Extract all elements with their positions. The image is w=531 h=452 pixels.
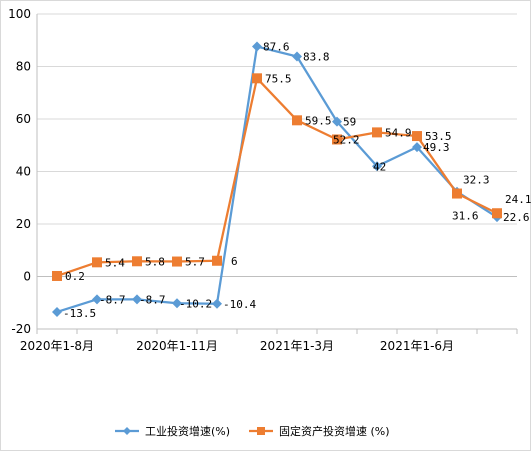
x-tick-label: 2020年1-11月: [136, 339, 218, 353]
data-label: 53.5: [425, 130, 452, 143]
y-tick-label: 20: [16, 217, 31, 231]
data-label: 24.1: [505, 193, 531, 206]
data-point: [52, 270, 62, 281]
y-tick-label: 80: [16, 60, 31, 74]
data-label: 59: [343, 116, 356, 129]
data-point: [212, 255, 222, 266]
legend-label: 固定资产投资增速 (%): [279, 424, 390, 438]
series-line-0: [56, 45, 498, 314]
data-label: 75.5: [265, 72, 292, 85]
data-label: 22.6: [503, 211, 530, 224]
data-labels: -13.5-8.7 -8.7 -10.2 -10.487.683.8594249.33…: [63, 41, 531, 320]
data-point: [172, 256, 182, 267]
series-line-1: [56, 77, 498, 278]
y-tick-label: 40: [16, 165, 31, 179]
data-point: [292, 51, 302, 62]
data-label: 0.2: [65, 270, 85, 283]
data-point: [92, 257, 102, 268]
data-point: [52, 306, 62, 317]
legend: 工业投资增速(%) 固定资产投资增速 (%): [115, 424, 390, 438]
legend-label: 工业投资增速(%): [145, 424, 230, 438]
data-point: [292, 115, 302, 126]
data-label: 83.8: [303, 51, 330, 64]
y-tick-label: 100: [8, 7, 31, 21]
data-label: 49.3: [423, 141, 450, 154]
data-label: -10.2: [179, 297, 212, 310]
data-label: 52.2: [333, 133, 360, 146]
data-label: 5.4: [105, 256, 125, 269]
data-label: 6: [231, 255, 238, 268]
data-point: [132, 294, 142, 305]
data-point: [372, 161, 382, 172]
data-label: 54.9: [385, 126, 412, 139]
data-label: 59.5: [305, 114, 332, 127]
data-label: -8.7: [99, 293, 126, 306]
data-point: [452, 188, 462, 199]
y-tick-labels: -20 0 20 40 60 80 100: [8, 7, 31, 336]
legend-item: 固定资产投资增速 (%): [249, 424, 390, 438]
data-point: [252, 73, 262, 84]
data-label: -8.7: [139, 293, 166, 306]
series-lines: [56, 45, 498, 314]
axes: [36, 14, 518, 334]
x-tick-label: 2021年1-3月: [260, 339, 334, 353]
y-tick-label: 0: [23, 270, 31, 284]
data-point: [412, 131, 422, 142]
data-point: [132, 256, 142, 267]
y-tick-label: -20: [11, 322, 31, 336]
data-label: 42: [373, 160, 386, 173]
x-tick-label: 2021年1-6月: [380, 339, 454, 353]
data-point: [372, 127, 382, 138]
data-point: [332, 134, 342, 145]
legend-swatch-marker: [123, 427, 131, 435]
series-markers: [52, 41, 502, 317]
data-label: 31.6: [452, 210, 479, 223]
data-label: 5.8: [145, 255, 165, 268]
data-label: 32.3: [463, 174, 490, 187]
data-label: -13.5: [63, 307, 96, 320]
y-tick-label: 60: [16, 112, 31, 126]
data-point: [212, 298, 222, 309]
data-point: [332, 116, 342, 127]
data-point: [92, 294, 102, 305]
x-tick-label: 2020年1-8月: [20, 339, 94, 353]
data-point: [172, 298, 182, 309]
data-label: 87.6: [263, 41, 290, 54]
data-point: [252, 41, 262, 52]
data-point: [492, 208, 502, 219]
data-point: [412, 142, 422, 153]
data-label: -10.4: [223, 298, 256, 311]
legend-swatch-marker: [257, 427, 265, 435]
x-tick-labels: 2020年1-8月 2020年1-11月 2021年1-3月 2021年1-6月: [20, 339, 454, 353]
data-label: 5.7: [185, 256, 205, 269]
legend-item: 工业投资增速(%): [115, 424, 230, 438]
gridlines: [37, 13, 517, 330]
